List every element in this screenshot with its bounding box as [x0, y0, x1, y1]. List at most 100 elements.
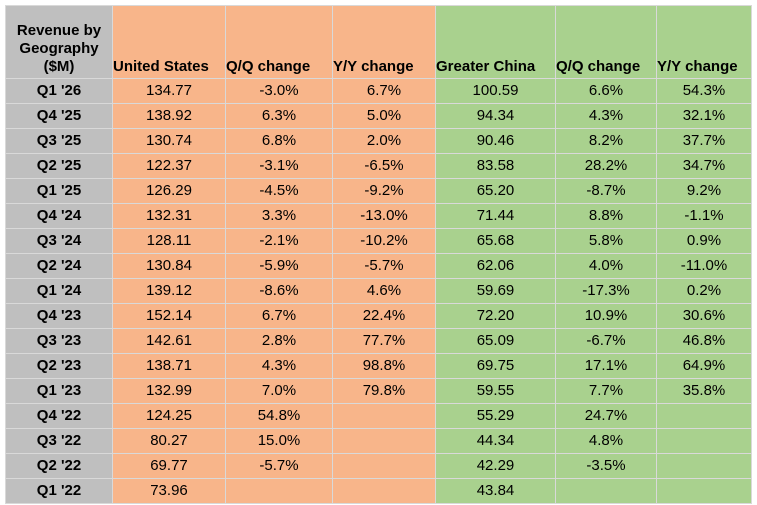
us-qq-cell: -5.9% [225, 253, 333, 279]
china-revenue-cell: 69.75 [435, 353, 556, 379]
revenue-table: Revenue by Geography ($M) United States … [5, 5, 752, 504]
china-yy-cell: 35.8% [656, 378, 752, 404]
us-revenue-cell: 122.37 [112, 153, 226, 179]
us-revenue-cell: 134.77 [112, 78, 226, 104]
china-yy-cell [656, 478, 752, 504]
table-row: Q1 '23 132.99 7.0% 79.8% 59.55 7.7% 35.8% [5, 378, 752, 404]
us-revenue-cell: 69.77 [112, 453, 226, 479]
china-yy-cell: 37.7% [656, 128, 752, 154]
table-row: Q1 '26 134.77 -3.0% 6.7% 100.59 6.6% 54.3% [5, 78, 752, 104]
us-revenue-cell: 128.11 [112, 228, 226, 254]
quarter-cell: Q4 '25 [5, 103, 113, 129]
china-yy-cell: 54.3% [656, 78, 752, 104]
us-qq-cell [225, 478, 333, 504]
china-qq-cell: 8.8% [555, 203, 657, 229]
us-revenue-cell: 73.96 [112, 478, 226, 504]
china-qq-cell: 8.2% [555, 128, 657, 154]
us-yy-cell [332, 403, 436, 429]
china-qq-cell: 6.6% [555, 78, 657, 104]
quarter-cell: Q4 '24 [5, 203, 113, 229]
quarter-cell: Q2 '24 [5, 253, 113, 279]
china-revenue-cell: 94.34 [435, 103, 556, 129]
quarter-cell: Q3 '22 [5, 428, 113, 454]
header-china-yy: Y/Y change [656, 5, 752, 79]
table-row: Q3 '25 130.74 6.8% 2.0% 90.46 8.2% 37.7% [5, 128, 752, 154]
china-revenue-cell: 62.06 [435, 253, 556, 279]
us-qq-cell: 6.3% [225, 103, 333, 129]
us-qq-cell: 6.8% [225, 128, 333, 154]
table-row: Q4 '24 132.31 3.3% -13.0% 71.44 8.8% -1.1% [5, 203, 752, 229]
china-revenue-cell: 100.59 [435, 78, 556, 104]
china-qq-cell: -6.7% [555, 328, 657, 354]
china-yy-cell [656, 403, 752, 429]
table-row: Q1 '22 73.96 43.84 [5, 478, 752, 504]
china-qq-cell: 17.1% [555, 353, 657, 379]
table-row: Q1 '25 126.29 -4.5% -9.2% 65.20 -8.7% 9.2% [5, 178, 752, 204]
china-revenue-cell: 59.69 [435, 278, 556, 304]
us-qq-cell: 54.8% [225, 403, 333, 429]
us-yy-cell: -10.2% [332, 228, 436, 254]
header-us-qq: Q/Q change [225, 5, 333, 79]
quarter-cell: Q2 '23 [5, 353, 113, 379]
table-row: Q2 '23 138.71 4.3% 98.8% 69.75 17.1% 64.9% [5, 353, 752, 379]
us-qq-cell: 15.0% [225, 428, 333, 454]
quarter-cell: Q1 '24 [5, 278, 113, 304]
us-qq-cell: 6.7% [225, 303, 333, 329]
china-revenue-cell: 90.46 [435, 128, 556, 154]
us-yy-cell: 2.0% [332, 128, 436, 154]
china-qq-cell: -17.3% [555, 278, 657, 304]
us-qq-cell: -4.5% [225, 178, 333, 204]
us-yy-cell: 77.7% [332, 328, 436, 354]
quarter-cell: Q1 '26 [5, 78, 113, 104]
us-revenue-cell: 132.99 [112, 378, 226, 404]
us-yy-cell [332, 478, 436, 504]
header-row: Revenue by Geography ($M) United States … [5, 5, 752, 79]
china-yy-cell: 32.1% [656, 103, 752, 129]
us-revenue-cell: 139.12 [112, 278, 226, 304]
table-row: Q2 '25 122.37 -3.1% -6.5% 83.58 28.2% 34.7% [5, 153, 752, 179]
china-qq-cell: 7.7% [555, 378, 657, 404]
china-revenue-cell: 71.44 [435, 203, 556, 229]
china-qq-cell: 5.8% [555, 228, 657, 254]
header-china-qq: Q/Q change [555, 5, 657, 79]
china-revenue-cell: 55.29 [435, 403, 556, 429]
table-row: Q3 '23 142.61 2.8% 77.7% 65.09 -6.7% 46.8% [5, 328, 752, 354]
china-revenue-cell: 65.20 [435, 178, 556, 204]
header-label: Revenue by Geography ($M) [5, 5, 113, 79]
us-revenue-cell: 80.27 [112, 428, 226, 454]
us-qq-cell: 2.8% [225, 328, 333, 354]
us-revenue-cell: 152.14 [112, 303, 226, 329]
us-yy-cell: 22.4% [332, 303, 436, 329]
china-yy-cell: 34.7% [656, 153, 752, 179]
us-qq-cell: -5.7% [225, 453, 333, 479]
quarter-cell: Q3 '25 [5, 128, 113, 154]
header-us-yy: Y/Y change [332, 5, 436, 79]
china-yy-cell: 30.6% [656, 303, 752, 329]
china-revenue-cell: 83.58 [435, 153, 556, 179]
china-yy-cell [656, 453, 752, 479]
us-qq-cell: -8.6% [225, 278, 333, 304]
us-yy-cell: -6.5% [332, 153, 436, 179]
table-row: Q4 '23 152.14 6.7% 22.4% 72.20 10.9% 30.6% [5, 303, 752, 329]
quarter-cell: Q4 '22 [5, 403, 113, 429]
us-yy-cell: -5.7% [332, 253, 436, 279]
quarter-cell: Q3 '23 [5, 328, 113, 354]
china-qq-cell: 4.8% [555, 428, 657, 454]
china-yy-cell: -11.0% [656, 253, 752, 279]
us-qq-cell: 3.3% [225, 203, 333, 229]
china-yy-cell [656, 428, 752, 454]
us-yy-cell: 5.0% [332, 103, 436, 129]
us-revenue-cell: 130.84 [112, 253, 226, 279]
china-revenue-cell: 65.68 [435, 228, 556, 254]
us-revenue-cell: 124.25 [112, 403, 226, 429]
us-yy-cell: -9.2% [332, 178, 436, 204]
china-revenue-cell: 43.84 [435, 478, 556, 504]
table-row: Q2 '22 69.77 -5.7% 42.29 -3.5% [5, 453, 752, 479]
us-qq-cell: -3.0% [225, 78, 333, 104]
us-qq-cell: 4.3% [225, 353, 333, 379]
china-qq-cell: -3.5% [555, 453, 657, 479]
china-yy-cell: 0.9% [656, 228, 752, 254]
china-yy-cell: 46.8% [656, 328, 752, 354]
quarter-cell: Q1 '22 [5, 478, 113, 504]
